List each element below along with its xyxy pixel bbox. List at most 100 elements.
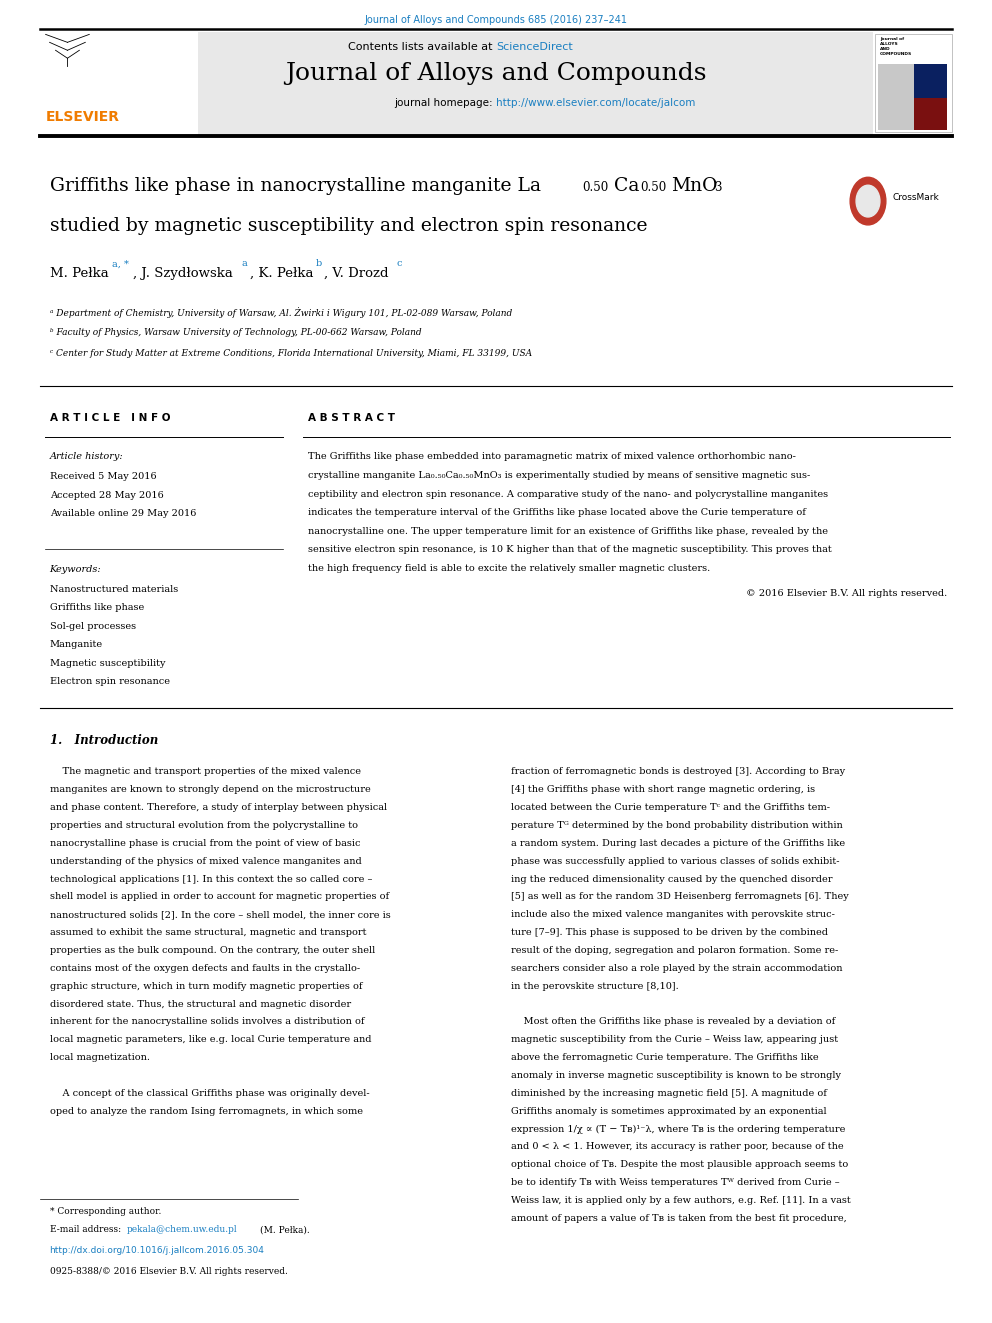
Text: The magnetic and transport properties of the mixed valence: The magnetic and transport properties of… xyxy=(50,767,361,777)
Text: , V. Drozd: , V. Drozd xyxy=(324,267,389,280)
Text: be to identify Tʙ with Weiss temperatures Tᵂ derived from Curie –: be to identify Tʙ with Weiss temperature… xyxy=(511,1179,839,1187)
Text: 0.50: 0.50 xyxy=(640,181,666,194)
Text: phase was successfully applied to various classes of solids exhibit-: phase was successfully applied to variou… xyxy=(511,857,839,865)
Text: shell model is applied in order to account for magnetic properties of: shell model is applied in order to accou… xyxy=(50,893,389,901)
Text: Journal of Alloys and Compounds 685 (2016) 237–241: Journal of Alloys and Compounds 685 (201… xyxy=(364,15,628,25)
Text: fraction of ferromagnetic bonds is destroyed [3]. According to Bray: fraction of ferromagnetic bonds is destr… xyxy=(511,767,845,777)
Text: 0.50: 0.50 xyxy=(582,181,608,194)
Text: expression 1/χ ∝ (T − Tʙ)¹⁻λ, where Tʙ is the ordering temperature: expression 1/χ ∝ (T − Tʙ)¹⁻λ, where Tʙ i… xyxy=(511,1125,845,1134)
Text: © 2016 Elsevier B.V. All rights reserved.: © 2016 Elsevier B.V. All rights reserved… xyxy=(746,589,947,598)
Text: 1.   Introduction: 1. Introduction xyxy=(50,734,158,747)
Text: optional choice of Tʙ. Despite the most plausible approach seems to: optional choice of Tʙ. Despite the most … xyxy=(511,1160,848,1170)
Text: the high frequency field is able to excite the relatively smaller magnetic clust: the high frequency field is able to exci… xyxy=(308,564,709,573)
Text: Accepted 28 May 2016: Accepted 28 May 2016 xyxy=(50,491,164,500)
Text: located between the Curie temperature Tᶜ and the Griffiths tem-: located between the Curie temperature Tᶜ… xyxy=(511,803,830,812)
Text: (M. Pełka).: (M. Pełka). xyxy=(260,1225,310,1234)
Text: a, *: a, * xyxy=(112,259,129,269)
Text: http://dx.doi.org/10.1016/j.jallcom.2016.05.304: http://dx.doi.org/10.1016/j.jallcom.2016… xyxy=(50,1246,265,1256)
Text: a: a xyxy=(241,259,247,269)
Text: 3: 3 xyxy=(714,181,722,194)
Text: ᵃ Department of Chemistry, University of Warsaw, Al. Żwirki i Wigury 101, PL-02-: ᵃ Department of Chemistry, University of… xyxy=(50,307,512,318)
Text: Keywords:: Keywords: xyxy=(50,565,101,574)
FancyBboxPatch shape xyxy=(40,32,873,135)
Text: ceptibility and electron spin resonance. A comparative study of the nano- and po: ceptibility and electron spin resonance.… xyxy=(308,490,827,499)
Text: properties and structural evolution from the polycrystalline to: properties and structural evolution from… xyxy=(50,820,357,830)
Text: Article history:: Article history: xyxy=(50,452,123,462)
Text: 0925-8388/© 2016 Elsevier B.V. All rights reserved.: 0925-8388/© 2016 Elsevier B.V. All right… xyxy=(50,1267,288,1277)
FancyBboxPatch shape xyxy=(914,64,947,98)
Text: Ca: Ca xyxy=(614,177,640,196)
Text: Most often the Griffiths like phase is revealed by a deviation of: Most often the Griffiths like phase is r… xyxy=(511,1017,835,1027)
Text: sensitive electron spin resonance, is 10 K higher than that of the magnetic susc: sensitive electron spin resonance, is 10… xyxy=(308,545,831,554)
Text: oped to analyze the random Ising ferromagnets, in which some: oped to analyze the random Ising ferroma… xyxy=(50,1106,363,1115)
Text: disordered state. Thus, the structural and magnetic disorder: disordered state. Thus, the structural a… xyxy=(50,1000,351,1008)
Text: result of the doping, segregation and polaron formation. Some re-: result of the doping, segregation and po… xyxy=(511,946,838,955)
Text: and 0 < λ < 1. However, its accuracy is rather poor, because of the: and 0 < λ < 1. However, its accuracy is … xyxy=(511,1143,843,1151)
Text: and phase content. Therefore, a study of interplay between physical: and phase content. Therefore, a study of… xyxy=(50,803,387,812)
Text: inherent for the nanocrystalline solids involves a distribution of: inherent for the nanocrystalline solids … xyxy=(50,1017,364,1027)
Text: ELSEVIER: ELSEVIER xyxy=(46,110,120,124)
Text: * Corresponding author.: * Corresponding author. xyxy=(50,1207,161,1216)
Text: Available online 29 May 2016: Available online 29 May 2016 xyxy=(50,509,196,519)
Text: The Griffiths like phase embedded into paramagnetic matrix of mixed valence orth: The Griffiths like phase embedded into p… xyxy=(308,452,796,462)
Text: b: b xyxy=(315,259,321,269)
Text: perature Tᴳ determined by the bond probability distribution within: perature Tᴳ determined by the bond proba… xyxy=(511,820,842,830)
Text: ScienceDirect: ScienceDirect xyxy=(496,42,572,53)
Text: local magnetic parameters, like e.g. local Curie temperature and: local magnetic parameters, like e.g. loc… xyxy=(50,1035,371,1044)
Text: a random system. During last decades a picture of the Griffiths like: a random system. During last decades a p… xyxy=(511,839,845,848)
Text: Griffiths anomaly is sometimes approximated by an exponential: Griffiths anomaly is sometimes approxima… xyxy=(511,1106,826,1115)
Text: nanocrystalline phase is crucial from the point of view of basic: nanocrystalline phase is crucial from th… xyxy=(50,839,360,848)
Text: Sol-gel processes: Sol-gel processes xyxy=(50,622,136,631)
Text: include also the mixed valence manganites with perovskite struc-: include also the mixed valence manganite… xyxy=(511,910,834,919)
FancyBboxPatch shape xyxy=(878,64,947,130)
Text: [4] the Griffiths phase with short range magnetic ordering, is: [4] the Griffiths phase with short range… xyxy=(511,786,815,794)
Text: Manganite: Manganite xyxy=(50,640,103,650)
Text: E-mail address:: E-mail address: xyxy=(50,1225,124,1234)
Text: journal homepage:: journal homepage: xyxy=(394,98,496,108)
Text: Griffiths like phase: Griffiths like phase xyxy=(50,603,144,613)
Text: c: c xyxy=(397,259,403,269)
Text: Griffiths like phase in nanocrystalline manganite La: Griffiths like phase in nanocrystalline … xyxy=(50,177,541,196)
Text: http://www.elsevier.com/locate/jalcom: http://www.elsevier.com/locate/jalcom xyxy=(496,98,695,108)
Text: assumed to exhibit the same structural, magnetic and transport: assumed to exhibit the same structural, … xyxy=(50,929,366,937)
Text: A concept of the classical Griffiths phase was originally devel-: A concept of the classical Griffiths pha… xyxy=(50,1089,369,1098)
Text: Electron spin resonance: Electron spin resonance xyxy=(50,677,170,687)
Text: nanocrystalline one. The upper temperature limit for an existence of Griffiths l: nanocrystalline one. The upper temperatu… xyxy=(308,527,827,536)
Text: M. Pełka: M. Pełka xyxy=(50,267,108,280)
Text: indicates the temperature interval of the Griffiths like phase located above the: indicates the temperature interval of th… xyxy=(308,508,806,517)
Text: Journal of Alloys and Compounds: Journal of Alloys and Compounds xyxy=(286,62,706,85)
Text: searchers consider also a role played by the strain accommodation: searchers consider also a role played by… xyxy=(511,963,842,972)
Text: above the ferromagnetic Curie temperature. The Griffiths like: above the ferromagnetic Curie temperatur… xyxy=(511,1053,818,1062)
Text: diminished by the increasing magnetic field [5]. A magnitude of: diminished by the increasing magnetic fi… xyxy=(511,1089,826,1098)
Text: Received 5 May 2016: Received 5 May 2016 xyxy=(50,472,156,482)
Circle shape xyxy=(856,185,880,217)
Text: , J. Szydłowska: , J. Szydłowska xyxy=(133,267,233,280)
Text: A B S T R A C T: A B S T R A C T xyxy=(308,413,395,423)
Text: , K. Pełka: , K. Pełka xyxy=(250,267,313,280)
FancyBboxPatch shape xyxy=(914,98,947,130)
Text: graphic structure, which in turn modify magnetic properties of: graphic structure, which in turn modify … xyxy=(50,982,362,991)
Text: A R T I C L E   I N F O: A R T I C L E I N F O xyxy=(50,413,170,423)
Text: Journal of
ALLOYS
AND
COMPOUNDS: Journal of ALLOYS AND COMPOUNDS xyxy=(880,37,913,56)
Text: ᵇ Faculty of Physics, Warsaw University of Technology, PL-00-662 Warsaw, Poland: ᵇ Faculty of Physics, Warsaw University … xyxy=(50,328,422,337)
Text: Nanostructured materials: Nanostructured materials xyxy=(50,585,178,594)
Text: properties as the bulk compound. On the contrary, the outer shell: properties as the bulk compound. On the … xyxy=(50,946,375,955)
Text: manganites are known to strongly depend on the microstructure: manganites are known to strongly depend … xyxy=(50,786,370,794)
Text: understanding of the physics of mixed valence manganites and: understanding of the physics of mixed va… xyxy=(50,857,361,865)
Text: [5] as well as for the random 3D Heisenberg ferromagnets [6]. They: [5] as well as for the random 3D Heisenb… xyxy=(511,893,848,901)
Text: crystalline manganite La₀.₅₀Ca₀.₅₀MnO₃ is experimentally studied by means of sen: crystalline manganite La₀.₅₀Ca₀.₅₀MnO₃ i… xyxy=(308,471,809,480)
Text: local magnetization.: local magnetization. xyxy=(50,1053,150,1062)
Text: anomaly in inverse magnetic susceptibility is known to be strongly: anomaly in inverse magnetic susceptibili… xyxy=(511,1072,841,1080)
FancyBboxPatch shape xyxy=(875,34,952,132)
Text: ᶜ Center for Study Matter at Extreme Conditions, Florida International Universit: ᶜ Center for Study Matter at Extreme Con… xyxy=(50,349,532,359)
Text: magnetic susceptibility from the Curie – Weiss law, appearing just: magnetic susceptibility from the Curie –… xyxy=(511,1035,838,1044)
Text: in the perovskite structure [8,10].: in the perovskite structure [8,10]. xyxy=(511,982,679,991)
Text: ture [7–9]. This phase is supposed to be driven by the combined: ture [7–9]. This phase is supposed to be… xyxy=(511,929,828,937)
Text: Contents lists available at: Contents lists available at xyxy=(348,42,496,53)
Text: CrossMark: CrossMark xyxy=(893,193,939,202)
Text: pekala@chem.uw.edu.pl: pekala@chem.uw.edu.pl xyxy=(127,1225,238,1234)
Text: contains most of the oxygen defects and faults in the crystallo-: contains most of the oxygen defects and … xyxy=(50,963,360,972)
Text: MnO: MnO xyxy=(672,177,718,196)
Circle shape xyxy=(850,177,886,225)
Text: technological applications [1]. In this context the so called core –: technological applications [1]. In this … xyxy=(50,875,372,884)
